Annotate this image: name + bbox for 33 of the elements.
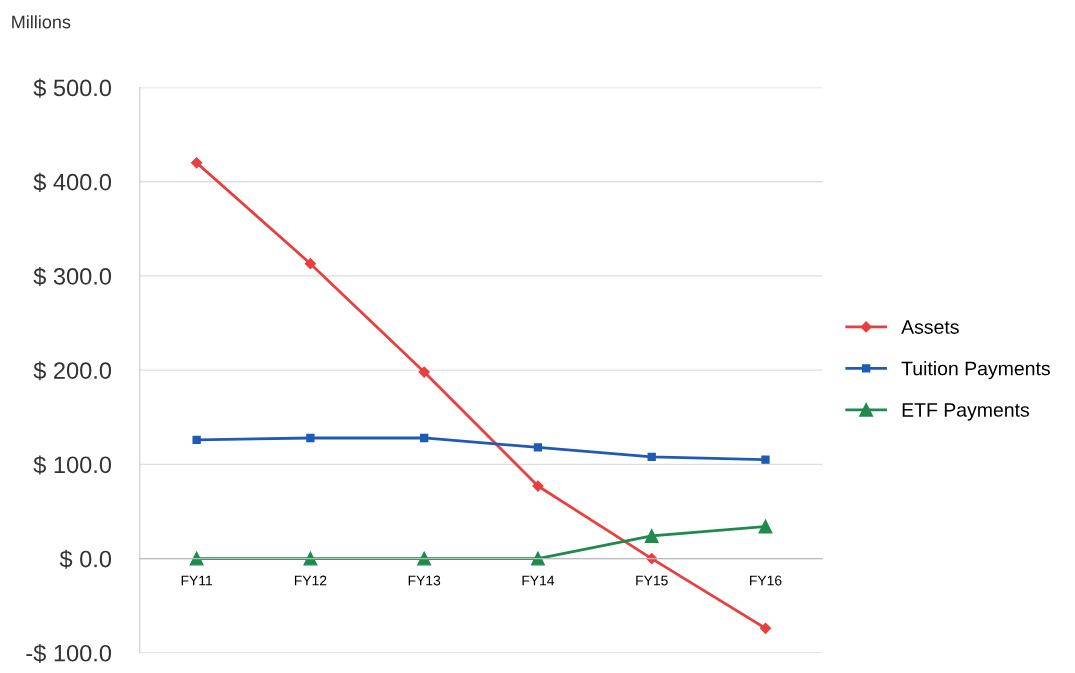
x-tick-label: FY15	[636, 575, 668, 586]
x-tick-label: FY16	[750, 575, 782, 586]
y-tick-label: -$ 100.0	[26, 643, 112, 663]
point	[192, 435, 201, 445]
y-axis-title: Millions	[12, 15, 71, 29]
x-tick-label: FY13	[408, 575, 441, 586]
point	[418, 366, 430, 378]
point	[417, 551, 432, 566]
point	[531, 551, 545, 566]
point	[758, 519, 773, 534]
legend-label: Assets	[901, 320, 959, 334]
point	[533, 443, 543, 452]
x-tick-label: FY12	[294, 575, 327, 586]
point	[306, 433, 315, 443]
point	[647, 452, 656, 461]
point	[761, 455, 770, 464]
point	[303, 551, 318, 566]
y-tick-label: $ 500.0	[33, 78, 112, 98]
point	[304, 258, 317, 270]
y-tick-label: $ 300.0	[33, 267, 112, 287]
legend-label: Tuition Payments	[901, 361, 1050, 380]
point	[644, 529, 659, 543]
point	[759, 622, 772, 634]
x-tick-label: FY11	[181, 575, 213, 586]
x-tick-label: FY14	[522, 575, 555, 586]
point	[191, 157, 203, 169]
y-tick-label: $ 400.0	[33, 172, 112, 192]
point	[189, 551, 204, 566]
y-tick-label: $ 0.0	[59, 549, 112, 569]
y-tick-label: $ 100.0	[33, 455, 112, 475]
point	[420, 433, 429, 443]
y-tick-label: $ 200.0	[33, 361, 112, 381]
legend-label: ETF Payments	[902, 403, 1030, 421]
